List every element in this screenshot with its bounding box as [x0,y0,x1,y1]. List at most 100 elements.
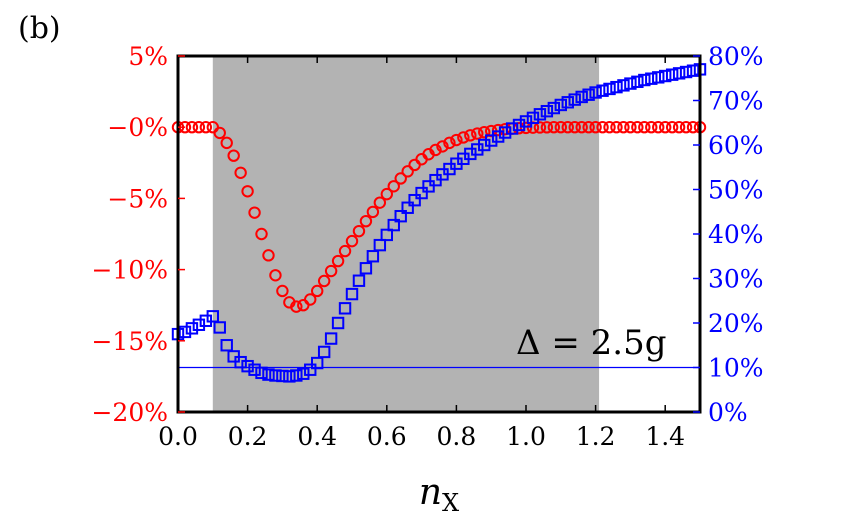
data-point-square [248,363,261,376]
data-point-square [359,262,373,275]
x-tick-label: 0.0 [158,422,198,451]
x-tick-label: 1.4 [645,422,685,451]
data-point-circle [464,129,477,142]
data-point-square [672,67,686,80]
y-left-tick-label: −5% [107,184,168,213]
data-point-circle [547,121,561,134]
data-point-square [338,302,352,315]
data-point-circle [533,121,547,134]
data-point-square [373,238,387,252]
data-point-circle [331,254,345,268]
data-point-square [178,325,192,339]
data-point-square [589,86,602,99]
data-point-circle [304,293,317,306]
x-axis-label-main: n [419,472,442,513]
y-left-tick-label: −15% [91,327,168,356]
data-point-square [659,69,672,83]
data-point-circle [262,249,275,262]
data-point-circle [276,284,289,298]
x-tick-label: 0.2 [228,422,268,451]
data-point-circle [638,121,651,134]
data-point-circle [471,127,484,140]
data-point-circle [617,121,630,134]
y-left-tick-label: −20% [91,398,168,427]
data-point-square [624,77,637,90]
data-point-square [380,228,394,242]
data-point-circle [603,121,616,134]
y-right-tick-label: 40% [708,220,764,249]
y-right-tick-label: 70% [708,87,764,116]
data-point-square [192,318,206,331]
data-point-square [206,310,220,323]
axis-ticks: 0.0 0.2 0.4 0.6 0.8 1.0 1.2 1.4 5% −0% −5% −10% −15%… [91,42,763,451]
data-point-square [547,101,561,115]
data-point-square [366,250,380,263]
data-point-circle [652,121,665,134]
data-point-square [519,115,533,128]
data-point-circle [631,121,644,134]
data-point-circle [686,121,700,134]
data-point-square [276,369,289,383]
x-tick-label: 0.6 [367,422,407,451]
data-point-square [568,93,581,106]
data-point-square [352,274,366,287]
data-point-circle [561,121,574,134]
y-left-tick-label: −10% [91,256,168,285]
data-point-circle [575,121,588,134]
data-point-square [331,316,345,330]
data-point-square [533,108,547,121]
data-point-square [387,218,400,232]
data-point-square [262,368,275,381]
x-tick-label: 0.4 [297,422,337,451]
data-point-square [540,104,554,118]
data-point-circle [665,121,679,134]
data-point-square [401,201,414,214]
y-left-tick-label: −0% [107,113,168,142]
data-point-circle [610,121,623,134]
data-point-circle [519,121,533,135]
data-point-circle [290,300,303,313]
data-point-circle [491,123,505,137]
data-point-circle [394,172,407,185]
data-point-square [582,88,595,101]
data-point-circle [387,180,400,193]
data-point-square [283,370,296,383]
data-point-square [526,111,540,125]
data-point-circle [450,133,463,147]
data-point-circle [443,136,456,150]
data-point-square [505,122,519,135]
data-point-square [485,134,498,147]
data-point-circle [679,121,693,134]
data-point-circle [366,205,380,219]
data-point-square [491,130,505,143]
data-point-circle [352,224,366,238]
data-point-circle [596,121,609,134]
y-right-tick-label: 50% [708,176,764,205]
y-right-tick-label: 30% [708,265,764,294]
data-point-circle [345,234,359,248]
x-axis-label: nX [419,472,459,517]
data-point-square [345,287,359,301]
data-point-circle [338,244,352,258]
data-point-square [665,68,679,81]
data-point-circle [185,121,199,134]
data-point-square [408,193,421,207]
x-tick-label: 1.0 [506,422,546,451]
data-point-square [679,65,693,79]
data-point-square [185,322,199,335]
data-point-circle [540,121,554,134]
data-point-square [610,80,623,94]
data-point-square [575,90,588,104]
y-right-tick-label: 20% [708,309,764,338]
data-point-circle [359,214,373,228]
data-point-circle [568,121,581,134]
x-tick-label: 1.2 [576,422,616,451]
data-point-circle [311,284,324,298]
data-point-circle [199,121,213,134]
data-point-square [290,369,303,382]
data-point-square [311,356,324,370]
data-point-square [645,72,658,85]
annotation-delta: Δ = 2.5g [516,323,667,363]
x-tick-label: 0.8 [437,422,477,451]
